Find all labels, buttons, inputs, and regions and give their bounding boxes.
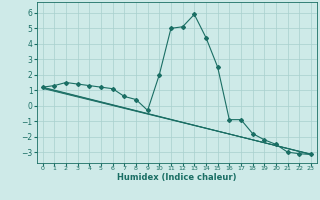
X-axis label: Humidex (Indice chaleur): Humidex (Indice chaleur) [117,173,236,182]
